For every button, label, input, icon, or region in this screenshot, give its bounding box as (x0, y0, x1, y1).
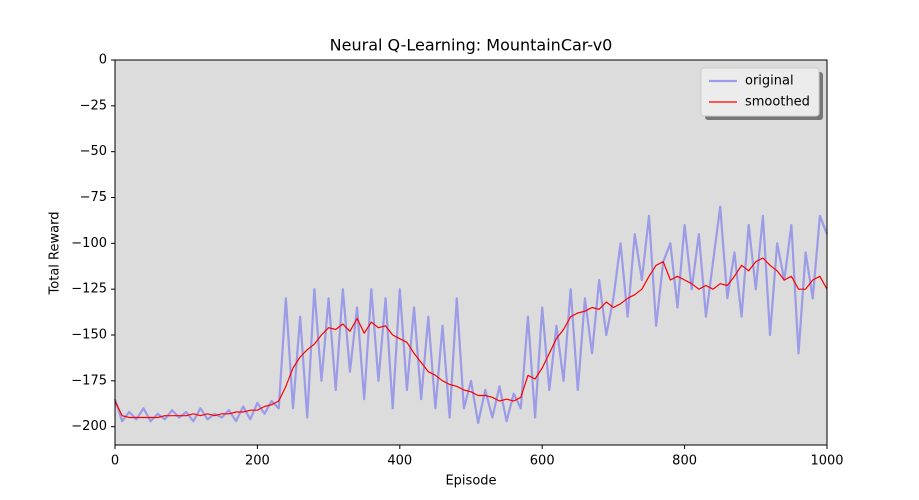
y-tick-label: −25 (80, 98, 107, 113)
y-tick-label: −200 (71, 419, 107, 434)
series-line (114, 257, 828, 419)
y-tick-label: −50 (80, 144, 107, 159)
legend-label: original (745, 74, 794, 89)
legend: original smoothed (700, 67, 823, 120)
x-tick-label: 1000 (810, 454, 843, 469)
y-tick-label: 0 (99, 53, 107, 68)
y-tick-label: −175 (71, 373, 107, 388)
series-line (113, 205, 829, 425)
y-tick-label: −125 (71, 282, 107, 297)
y-tick-label: −100 (71, 236, 107, 251)
y-tick-label: −75 (80, 190, 107, 205)
y-axis-label: Total Reward (48, 212, 63, 296)
x-tick-label: 200 (245, 454, 270, 469)
y-tick-label: −150 (71, 328, 107, 343)
chart-title: Neural Q-Learning: MountainCar-v0 (330, 36, 613, 55)
x-tick-label: 800 (672, 454, 697, 469)
x-tick-label: 600 (530, 454, 555, 469)
x-tick-label: 400 (387, 454, 412, 469)
legend-label: smoothed (745, 95, 810, 110)
plot-frame (114, 59, 828, 446)
x-tick-label: 0 (111, 454, 119, 469)
x-axis-label: Episode (445, 474, 496, 489)
